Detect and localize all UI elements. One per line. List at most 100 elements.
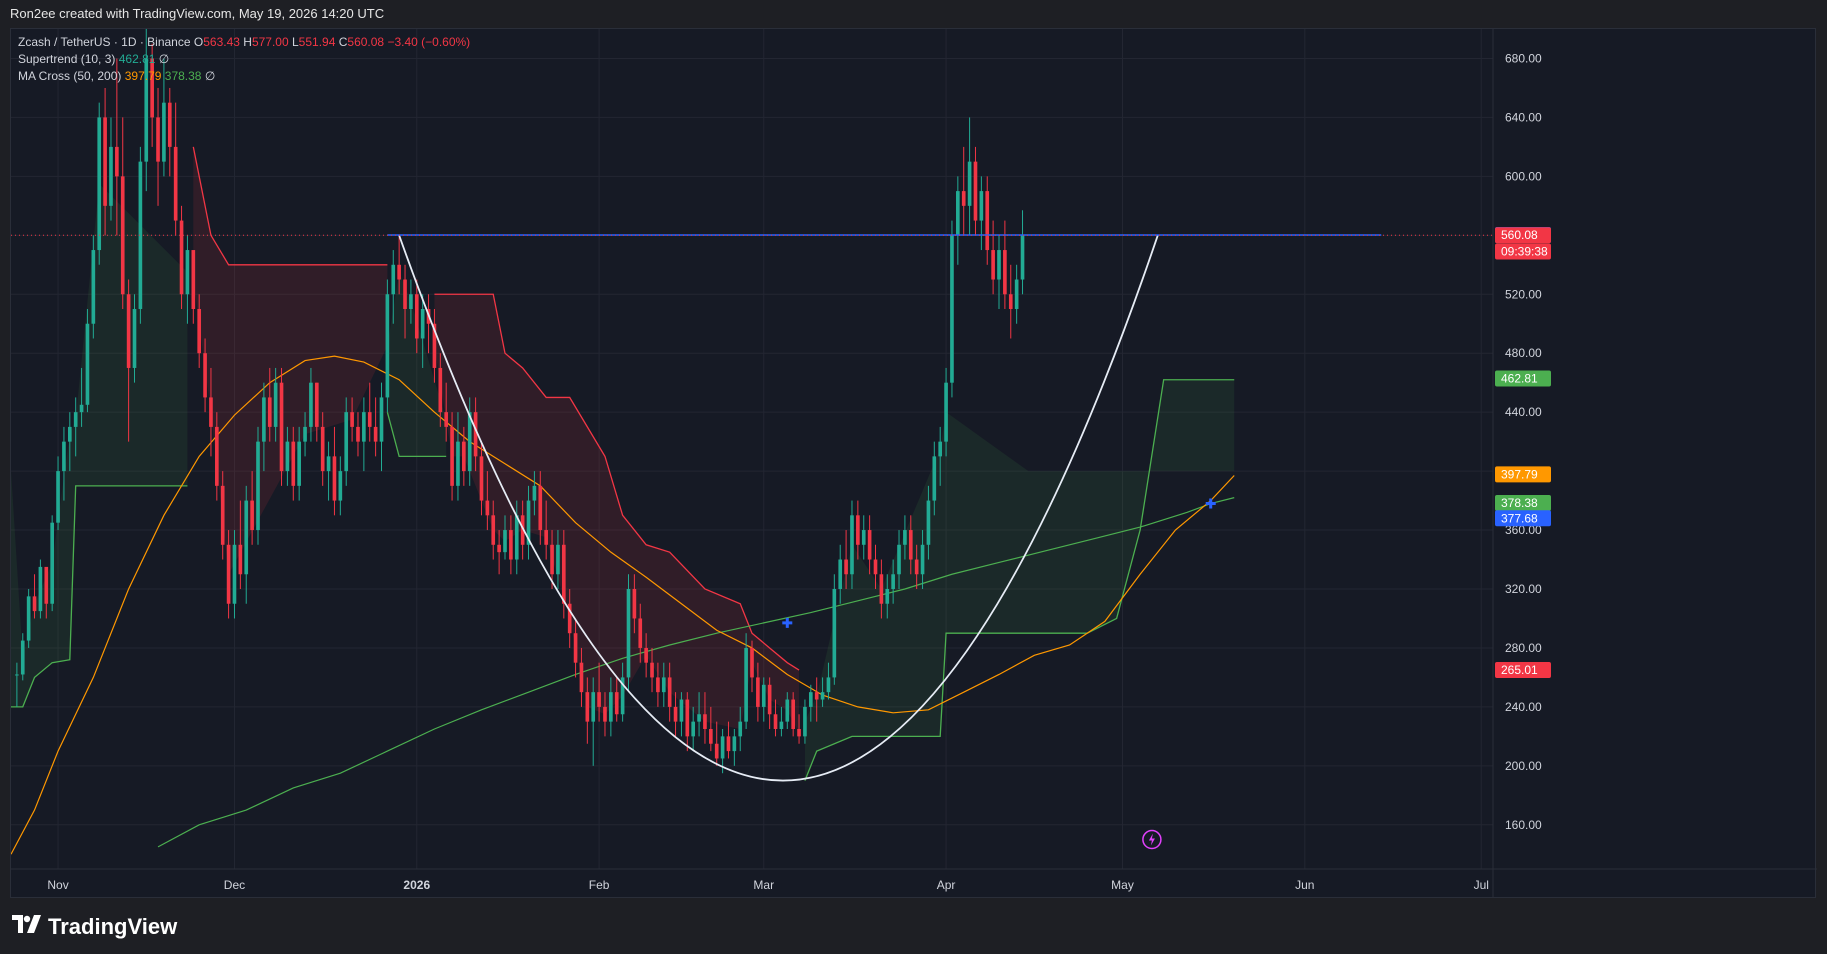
- candle-body: [62, 441, 66, 472]
- candle-body: [832, 589, 837, 678]
- candle-body: [673, 706, 678, 722]
- candle-body: [579, 662, 584, 693]
- candle-body: [785, 699, 790, 722]
- candle-body: [556, 544, 560, 575]
- candle-body: [609, 692, 613, 722]
- candle-body: [632, 589, 637, 619]
- tradingview-logo-text: TradingView: [48, 914, 178, 939]
- tradingview-logo-icon: [12, 915, 42, 939]
- price-badge: [1495, 510, 1551, 527]
- candle-body: [209, 397, 213, 427]
- candle-body: [838, 559, 843, 589]
- candle-body: [244, 500, 249, 575]
- price-tick-label: 360.00: [1505, 523, 1542, 537]
- candle-body: [979, 191, 984, 221]
- symbol-label: Zcash / TetherUS · 1D · Binance: [18, 35, 191, 49]
- candle-body: [703, 714, 707, 729]
- candle-body: [397, 264, 401, 280]
- candle-body: [732, 736, 737, 752]
- candle-body: [644, 647, 648, 663]
- candle-body: [585, 692, 590, 722]
- candle-body: [303, 426, 307, 442]
- candle-body: [479, 456, 484, 501]
- candle-body: [714, 743, 719, 759]
- close-label: C: [338, 35, 348, 49]
- ma-cross-marker: [1205, 498, 1216, 509]
- candle-body: [467, 412, 472, 472]
- macross-extra: ∅: [204, 69, 216, 83]
- close-value: 560.08: [347, 35, 385, 49]
- candle-body: [173, 146, 178, 221]
- candle-body: [344, 412, 349, 472]
- candle-body: [267, 397, 272, 427]
- candle-body: [44, 566, 49, 604]
- candle-body: [567, 603, 572, 634]
- ma-cross-marker: [782, 617, 793, 628]
- candle-body: [1008, 294, 1013, 309]
- low-value: 551.94: [298, 35, 336, 49]
- candle-body: [597, 692, 601, 707]
- candle-body: [861, 530, 866, 545]
- candle-body: [126, 294, 131, 368]
- candle-body: [279, 382, 284, 472]
- candle-body: [91, 250, 96, 324]
- price-tick-label: 680.00: [1505, 51, 1542, 65]
- candle-body: [67, 426, 72, 442]
- chart-area[interactable]: 160.00200.00240.00280.00320.00360.00400.…: [10, 28, 1817, 899]
- candle-body: [885, 589, 890, 604]
- candle-body: [450, 426, 454, 486]
- supertrend-up-line: [386, 411, 447, 458]
- candle-body: [573, 633, 578, 663]
- candle-body: [873, 559, 878, 575]
- candle-body: [938, 441, 943, 457]
- candle-body: [403, 279, 407, 309]
- price-badge-label: 378.38: [1501, 496, 1538, 510]
- candle-body: [350, 412, 354, 427]
- time-tick-label: Jul: [1474, 878, 1489, 892]
- candle-body: [638, 618, 643, 648]
- supertrend-up-fill: [387, 272, 447, 457]
- candle-body: [650, 662, 654, 678]
- candle-body: [420, 309, 425, 339]
- candle-body: [332, 456, 337, 501]
- candle-body: [85, 323, 90, 405]
- candle-body: [908, 530, 913, 560]
- candle-body: [814, 692, 819, 700]
- time-tick-label: May: [1111, 878, 1134, 892]
- candle-body: [997, 250, 1001, 280]
- candle-body: [950, 235, 954, 383]
- legend-macross-row[interactable]: MA Cross (50, 200) 397.79 378.38 ∅: [18, 68, 470, 85]
- supertrend-up-line: [804, 379, 1235, 781]
- candle-body: [262, 397, 266, 442]
- supertrend-up-fill: [804, 379, 1235, 781]
- price-badge-label: 397.79: [1501, 467, 1538, 481]
- macross-value-1: 397.79: [124, 69, 162, 83]
- price-badge: [1495, 466, 1551, 483]
- candle-body: [20, 640, 25, 675]
- candle-body: [162, 102, 166, 162]
- time-tick-label: Nov: [47, 878, 68, 892]
- candle-body: [309, 382, 313, 427]
- candle-body: [897, 544, 901, 575]
- candle-body: [226, 544, 231, 604]
- candle-body: [826, 677, 831, 693]
- time-tick-label: Mar: [753, 878, 774, 892]
- tradingview-logo[interactable]: TradingView: [12, 914, 177, 940]
- candle-body: [532, 485, 537, 501]
- price-chart[interactable]: 160.00200.00240.00280.00320.00360.00400.…: [11, 29, 1817, 899]
- price-tick-label: 520.00: [1505, 287, 1542, 301]
- supertrend-value: 462.81: [118, 52, 156, 66]
- candle-body: [773, 714, 778, 729]
- candle-body: [879, 574, 884, 604]
- candle-body: [820, 692, 825, 700]
- candle-body: [15, 674, 19, 676]
- candle-body: [56, 471, 60, 523]
- legend-supertrend-row[interactable]: Supertrend (10, 3) 462.81 ∅: [18, 51, 470, 68]
- candle-body: [1014, 279, 1019, 309]
- candle-body: [38, 566, 43, 612]
- candle-body: [462, 441, 466, 472]
- candle-body: [920, 544, 925, 575]
- candle-body: [973, 161, 978, 221]
- candle-body: [409, 294, 413, 309]
- candle-body: [414, 294, 419, 339]
